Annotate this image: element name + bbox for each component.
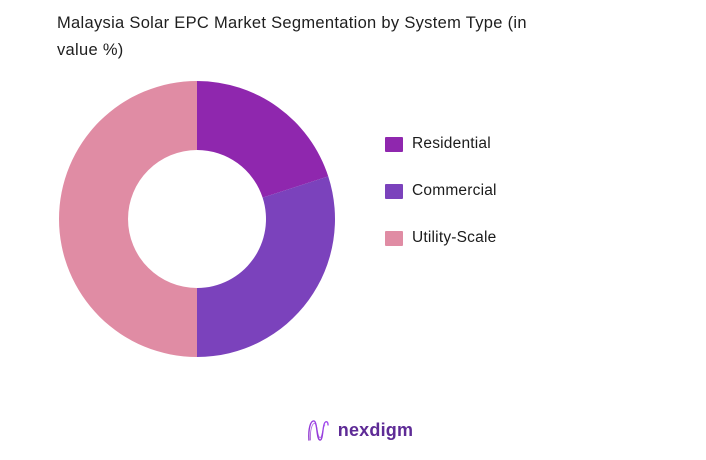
nexdigm-logo-icon (305, 417, 332, 444)
donut-svg (59, 81, 336, 357)
legend-item-utility-scale: Utility-Scale (385, 228, 497, 248)
chart-title: Malaysia Solar EPC Market Segmentation b… (57, 10, 677, 64)
donut-segment-utility-scale (59, 81, 197, 357)
chart-title-line1: Malaysia Solar EPC Market Segmentation b… (57, 14, 527, 32)
legend-swatch-residential (385, 136, 403, 152)
donut-chart (47, 69, 347, 369)
legend-item-commercial: Commercial (385, 181, 497, 201)
legend-item-residential: Residential (385, 134, 497, 154)
legend-label-residential: Residential (412, 135, 491, 152)
donut-segment-commercial (197, 176, 336, 357)
nexdigm-wordmark: nexdigm (337, 420, 414, 440)
legend-label-utility-scale: Utility-Scale (412, 229, 497, 246)
legend: Residential Commercial Utility-Scale (385, 134, 497, 248)
legend-label-commercial: Commercial (412, 182, 497, 199)
legend-swatch-utility-scale (385, 230, 403, 246)
brand-footer: nexdigm (6, 417, 706, 444)
legend-swatch-commercial (385, 183, 403, 199)
donut-segment-residential (197, 81, 329, 198)
chart-title-line2: value %) (57, 41, 124, 59)
